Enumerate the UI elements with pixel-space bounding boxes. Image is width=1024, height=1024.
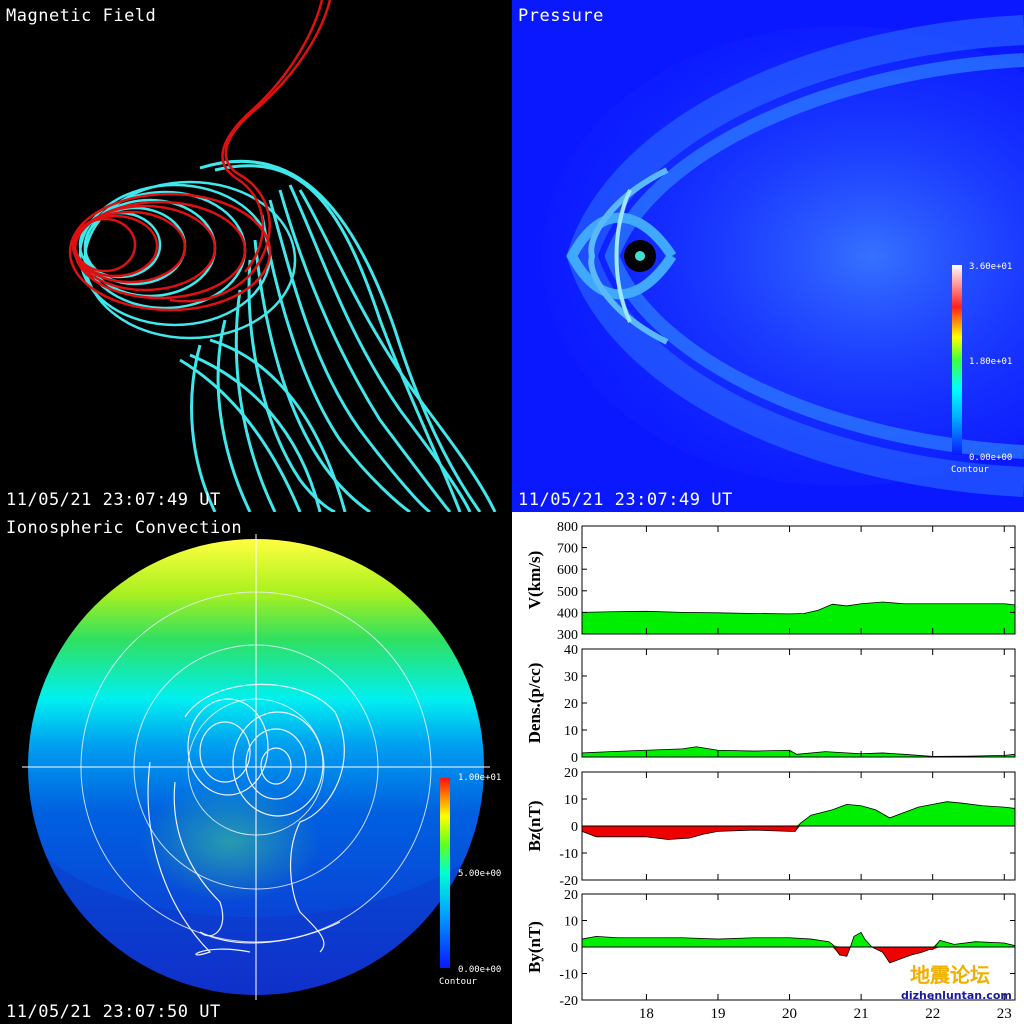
series-3-negative-area	[582, 826, 1015, 840]
x-tick-label: 20	[782, 1006, 797, 1022]
pressure-colorbar-max: 3.60e+01	[969, 262, 1012, 272]
x-tick-label: 19	[710, 1006, 725, 1022]
ionosphere-colorbar-max: 1.00e+01	[458, 773, 501, 783]
bow-shock	[566, 15, 1024, 497]
convection-contours	[147, 683, 345, 956]
series-2-positive-area	[582, 746, 1015, 757]
series-3-ytick-label: 20	[564, 766, 578, 781]
ionosphere-colorbar	[440, 778, 450, 968]
series-1-ylabel: V(km/s)	[525, 551, 544, 610]
ionosphere-timestamp: 11/05/21 23:07:50 UT	[6, 1002, 221, 1022]
magnetic-field-render	[68, 0, 497, 512]
ionosphere-render: 1.00e+01 5.00e+00 0.00e+00 Contour	[22, 534, 501, 1000]
series-4-ylabel: By(nT)	[525, 921, 544, 973]
x-tick-label: 22	[925, 1006, 940, 1022]
pressure-colorbar	[952, 265, 962, 455]
x-tick-label: 23	[997, 1006, 1012, 1022]
open-field-lines	[179, 159, 497, 512]
series-4-ytick-label: 10	[564, 915, 578, 930]
pressure-colorbar-label: Contour	[951, 465, 990, 475]
x-tick-label: 21	[854, 1006, 869, 1022]
series-1-ytick-label: 700	[557, 542, 578, 557]
solar-wind-plots: 800 700 600 500 400 300 V(km/s) 40 30 20 10 0 Dens.(…	[525, 520, 1016, 1022]
closed-field-loops-red	[68, 0, 332, 312]
series-2-line	[581, 746, 1016, 757]
series-4-ytick-label: 20	[564, 888, 578, 903]
series-1-ytick-label: 400	[557, 606, 578, 621]
magnetic-field-panel: Magnetic Field 11/05/21 23:07:49 UT	[0, 0, 512, 512]
series-1-positive-area	[582, 602, 1015, 634]
pressure-timestamp: 11/05/21 23:07:49 UT	[518, 490, 733, 510]
series-2-ytick-label: 0	[571, 751, 578, 766]
series-3-ytick-label: 10	[564, 793, 578, 808]
meridian-crosshair	[22, 534, 490, 1000]
series-4-negative-area	[582, 947, 1015, 963]
magnetic-field-timestamp: 11/05/21 23:07:49 UT	[6, 490, 221, 510]
magnetic-field-title: Magnetic Field	[6, 6, 157, 26]
series-4-ytick-label: 0	[571, 941, 578, 956]
series-3-ytick-label: 0	[571, 820, 578, 835]
ionospheric-convection-panel: 1.00e+01 5.00e+00 0.00e+00 Contour Ionos…	[0, 512, 512, 1024]
series-2-ytick-label: 30	[564, 670, 578, 685]
series-1-ytick-label: 300	[557, 628, 578, 643]
pressure-render: 3.60e+01 1.80e+01 0.00e+00 Contour	[512, 0, 1024, 512]
ionosphere-colorbar-label: Contour	[439, 977, 478, 987]
series-1-ytick-label: 500	[557, 585, 578, 600]
series-1-ytick-label: 600	[557, 563, 578, 578]
series-3-positive-area	[582, 801, 1015, 826]
series-3-line	[581, 801, 1016, 840]
series-2-ytick-label: 20	[564, 697, 578, 712]
pressure-title: Pressure	[518, 6, 604, 26]
series-2-frame	[581, 648, 1016, 758]
series-3-ytick-label: -20	[559, 874, 578, 889]
series-3-ylabel: Bz(nT)	[525, 801, 544, 852]
series-1-ytick-label: 800	[557, 520, 578, 535]
watermark-url: dizhenluntan.com	[901, 989, 1012, 1002]
x-tick-label: 18	[639, 1006, 654, 1022]
series-4-line	[581, 931, 1016, 964]
series-4-ytick-label: -20	[559, 994, 578, 1009]
ionosphere-title: Ionospheric Convection	[6, 518, 243, 538]
pressure-panel: 3.60e+01 1.80e+01 0.00e+00 Contour Press…	[512, 0, 1024, 512]
series-3-ytick-label: -10	[559, 847, 578, 862]
series-1-frame	[581, 525, 1016, 635]
series-2-ytick-label: 10	[564, 724, 578, 739]
series-1-line	[581, 601, 1016, 615]
solar-wind-plots-panel: 800 700 600 500 400 300 V(km/s) 40 30 20 10 0 Dens.(…	[512, 512, 1024, 1024]
pressure-colorbar-mid: 1.80e+01	[969, 357, 1012, 367]
ionosphere-colorbar-min: 0.00e+00	[458, 965, 501, 975]
series-2-ylabel: Dens.(p/cc)	[525, 663, 544, 744]
series-4-ytick-label: -10	[559, 968, 578, 983]
series-2-ytick-label: 40	[564, 643, 578, 658]
watermark-text: 地震论坛	[910, 963, 990, 987]
series-4-positive-area	[582, 932, 1015, 947]
pressure-colorbar-min: 0.00e+00	[969, 453, 1012, 463]
ionosphere-colorbar-mid: 5.00e+00	[458, 869, 501, 879]
